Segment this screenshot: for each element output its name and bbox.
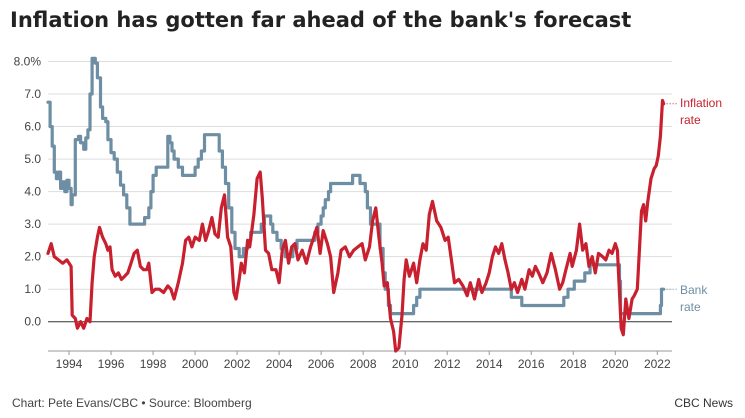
- inflation-rate-label: rate: [680, 113, 701, 127]
- inflation-rate-line: [46, 98, 666, 353]
- bank-rate-line: [46, 56, 666, 316]
- bank-rate-label: Bank: [680, 283, 708, 297]
- x-tick-label: 2010: [392, 357, 419, 371]
- x-tick-label: 2004: [266, 357, 293, 371]
- x-tick-label: 2002: [224, 357, 251, 371]
- source-credit: Chart: Pete Evans/CBC • Source: Bloomber…: [12, 396, 252, 410]
- y-tick-label: 0.0: [24, 315, 41, 329]
- x-tick-label: 2022: [644, 357, 671, 371]
- x-tick-label: 2000: [182, 357, 209, 371]
- y-tick-label: 7.0: [24, 87, 41, 101]
- y-tick-label: 4.0: [24, 185, 41, 199]
- axes: 0.0 1.0 2.0 3.0 4.0 5.0 6.0 7.0 8.0% 1994 1996 1998…: [14, 55, 672, 371]
- y-tick-label: 3.0: [24, 217, 41, 231]
- x-tick-label: 1998: [140, 357, 167, 371]
- x-tick-label: 2012: [434, 357, 461, 371]
- x-tick-label: 2018: [560, 357, 587, 371]
- bank-rate-label: rate: [680, 300, 701, 314]
- x-tick-label: 2014: [476, 357, 503, 371]
- y-tick-label: 1.0: [24, 282, 41, 296]
- x-tick-label: 2006: [308, 357, 335, 371]
- inflation-rate-label: Inflation: [680, 96, 722, 110]
- series-lines: [46, 56, 666, 353]
- y-tick-label: 5.0: [24, 152, 41, 166]
- chart-title: Inflation has gotten far ahead of the ba…: [10, 8, 632, 32]
- series-labels: Inflation rate Bank rate: [666, 96, 722, 314]
- x-tick-label: 2020: [602, 357, 629, 371]
- brand-credit: CBC News: [674, 396, 733, 410]
- x-tick-label: 2016: [518, 357, 545, 371]
- y-tick-label: 6.0: [24, 120, 41, 134]
- x-tick-label: 1996: [98, 357, 125, 371]
- x-tick-label: 1994: [56, 357, 83, 371]
- x-tick-label: 2008: [350, 357, 377, 371]
- y-tick-label: 2.0: [24, 250, 41, 264]
- y-tick-label: 8.0%: [14, 55, 42, 69]
